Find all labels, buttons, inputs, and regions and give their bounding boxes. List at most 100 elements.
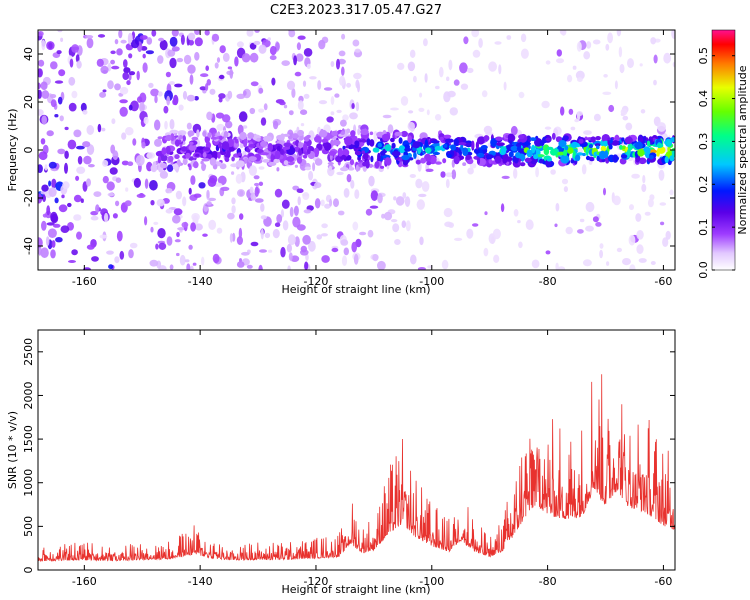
spectrogram-cell <box>270 153 275 163</box>
spectrogram-cell <box>288 252 293 261</box>
y-tick-label: 20 <box>22 95 35 109</box>
spectrogram-cell <box>560 30 567 36</box>
spectrogram-cell <box>285 156 295 162</box>
spectrogram-cell <box>110 50 116 55</box>
spectrogram-cell <box>365 159 370 169</box>
spectrogram-cell <box>444 138 454 143</box>
spectrogram-cell <box>166 95 171 106</box>
spectrogram-cell <box>294 164 298 168</box>
spectrogram-cell <box>435 161 442 165</box>
spectrogram-cell <box>254 30 260 33</box>
spectrogram-cell <box>77 155 83 165</box>
spectrogram-cell <box>303 93 310 99</box>
spectrogram-cell <box>60 37 64 42</box>
spectrogram-cell <box>258 181 264 186</box>
spectrogram-cell <box>159 155 169 162</box>
spectrogram-cell <box>476 156 481 165</box>
spectrogram-cell <box>137 96 143 103</box>
x-tick-label: -160 <box>72 575 97 588</box>
spectrogram-cell <box>567 74 573 83</box>
spectrogram-cell <box>404 196 411 208</box>
spectrogram-cell <box>453 138 459 146</box>
spectrogram-cell <box>165 71 171 78</box>
spectrogram-cell <box>599 249 603 259</box>
spectrogram-cell <box>646 140 651 147</box>
spectrogram-cell <box>513 209 519 217</box>
spectrogram-cell <box>106 181 115 191</box>
spectrogram-cell <box>175 190 182 200</box>
spectrogram-cell <box>454 237 463 241</box>
spectrogram-cell <box>409 49 416 58</box>
spectrogram-cell <box>40 247 49 258</box>
spectrogram-cell <box>619 145 623 150</box>
spectrogram-cell <box>349 159 355 166</box>
y-tick-label: -40 <box>22 237 35 255</box>
spectrogram-cell <box>38 109 44 116</box>
spectrogram-cell <box>458 142 467 146</box>
spectrogram-cell <box>127 32 133 44</box>
spectrogram-cell <box>71 90 78 99</box>
spectrogram-cell <box>303 48 313 57</box>
spectrogram-cell <box>574 154 581 162</box>
spectrogram-cell <box>157 155 162 164</box>
spectrogram-cell <box>535 167 539 178</box>
spectrogram-cell <box>121 160 129 166</box>
spectrogram-cell <box>531 144 536 154</box>
spectrogram-cell <box>466 228 474 239</box>
spectrogram-cell <box>417 267 426 270</box>
spectrogram-cell <box>608 144 613 150</box>
spectrogram-cell <box>577 229 584 234</box>
spectrogram-cell <box>153 221 159 225</box>
spectrogram-cell <box>202 130 207 137</box>
spectrogram-cell <box>235 173 243 184</box>
spectrogram-cell <box>281 199 290 209</box>
spectrogram-cell <box>207 132 212 138</box>
snr-x-ticks: -160 -140 -120 -100 -80 -60 <box>72 330 672 588</box>
spectrogram-cell <box>41 39 46 51</box>
spectrogram-cell <box>229 147 235 152</box>
spectrogram-cell <box>481 90 488 98</box>
spectrogram-cell <box>300 245 307 253</box>
spectrogram-cell <box>397 62 405 70</box>
spectrogram-cell <box>354 140 360 146</box>
spectrogram-cell <box>472 223 479 227</box>
spectrogram-cell <box>247 132 255 139</box>
spectrogram-cell <box>595 222 602 227</box>
spectrogram-cell <box>263 103 268 111</box>
spectrogram-cell <box>346 174 352 183</box>
spectrogram-cell <box>193 161 199 169</box>
spectrogram-cell <box>169 119 175 130</box>
spectrogram-cell <box>434 145 443 151</box>
spectrogram-cell <box>441 259 449 270</box>
spectrogram-cell <box>653 79 657 86</box>
spectrogram-cell <box>182 158 188 166</box>
spectrogram-cell <box>125 127 134 136</box>
spectrogram-cell <box>443 143 448 148</box>
spectrogram-cell <box>40 81 48 90</box>
spectrogram-cell <box>550 148 558 156</box>
snr-y-label: SNR (10 * v/v) <box>6 411 19 489</box>
spectrogram-cell <box>551 132 556 140</box>
spectrogram-cell <box>483 135 490 142</box>
spectrogram-cell <box>82 109 88 115</box>
spectrogram-cell <box>288 30 296 38</box>
colorbar-tick-label: 0.2 <box>697 176 710 194</box>
spectrogram-cell <box>136 193 146 198</box>
spectrogram-cell <box>296 224 306 231</box>
spectrogram-cell <box>520 33 527 43</box>
spectrogram-cell <box>635 213 642 222</box>
spectrogram-cell <box>217 151 221 159</box>
spectrogram-cell <box>294 236 300 248</box>
spectrogram-cell <box>177 227 186 231</box>
spectrogram-cell <box>276 167 280 172</box>
spectrogram-cell <box>533 154 539 160</box>
spectrogram-cell <box>642 175 646 184</box>
spectrogram-cell <box>242 125 248 129</box>
spectrogram-cell <box>167 49 176 57</box>
spectrogram-cell <box>118 30 123 39</box>
spectrogram-cell <box>234 56 239 67</box>
spectrogram-cell <box>510 145 519 152</box>
spectrogram-cell <box>336 109 342 114</box>
spectrogram-cell <box>283 146 290 150</box>
spectrogram-cell <box>360 128 369 136</box>
